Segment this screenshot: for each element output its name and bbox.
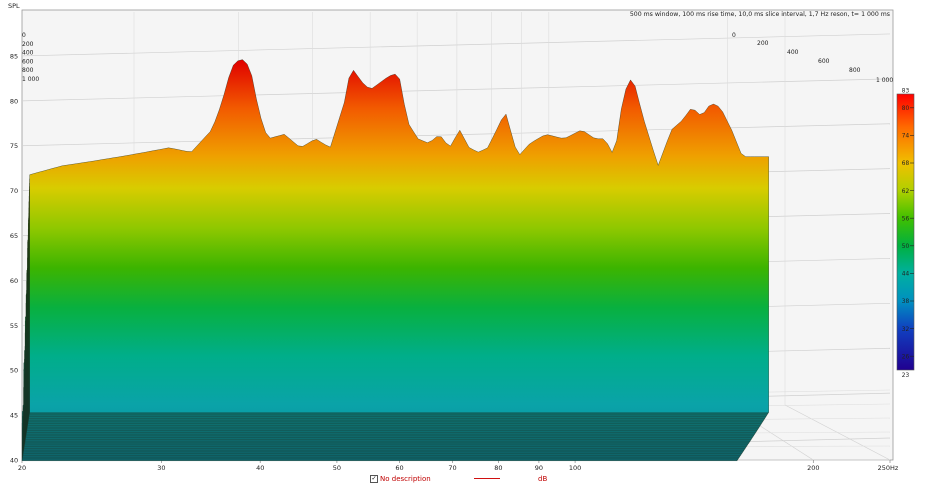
- colorbar-tick-label: 26: [902, 354, 910, 360]
- z-tick-label-right: 600: [818, 58, 830, 65]
- colorbar-tick-label: 62: [902, 189, 910, 195]
- z-tick-label-left: 600: [22, 58, 34, 65]
- legend-series-unit: dB: [538, 475, 548, 483]
- colorbar-tick-label: 50: [902, 244, 910, 250]
- legend-swatch: [474, 478, 500, 479]
- x-tick-label: 60: [395, 464, 403, 472]
- y-tick-label: 70: [10, 187, 18, 195]
- y-axis-label: SPL: [8, 2, 20, 10]
- x-tick-label: 50: [333, 464, 341, 472]
- legend-series-name: No description: [380, 475, 431, 483]
- x-tick-label: 40: [256, 464, 264, 472]
- y-tick-label: 65: [10, 232, 18, 240]
- z-tick-label-left: 1 000: [22, 76, 39, 83]
- x-tick-label: 100: [569, 464, 581, 472]
- y-tick-label: 60: [10, 277, 18, 285]
- y-tick-label: 85: [10, 52, 18, 60]
- z-tick-label-left: 0: [22, 32, 26, 39]
- y-tick-label: 80: [10, 97, 18, 105]
- z-tick-label-left: 800: [22, 67, 34, 74]
- y-grid-line: [21, 78, 891, 102]
- colorbar-tick-label: 80: [902, 106, 910, 112]
- z-tick-label-right: 1 000: [876, 77, 893, 84]
- legend-checkbox[interactable]: ✓: [370, 475, 378, 483]
- colorbar-tick-label: 32: [902, 327, 910, 333]
- waterfall-slice: [29, 59, 769, 413]
- x-tick-label: 90: [535, 464, 543, 472]
- x-tick-label: 80: [494, 464, 502, 472]
- z-tick-label-right: 400: [787, 49, 799, 56]
- y-tick-label: 45: [10, 412, 18, 420]
- x-tick-label: 70: [448, 464, 456, 472]
- colorbar-tick-label: 44: [902, 272, 910, 278]
- x-tick-label: 20: [18, 464, 26, 472]
- y-grid-line: [21, 123, 891, 147]
- colorbar-tick-label: 68: [902, 161, 910, 167]
- colorbar-tick-label: 74: [902, 134, 910, 140]
- x-tick-label: 250Hz: [878, 464, 899, 472]
- colorbar-gradient: [896, 93, 915, 371]
- colorbar: 26 32 38 44 50 56 62 68 74 80 83 23: [896, 89, 915, 379]
- legend: ✓ No description dB: [0, 470, 931, 486]
- y-tick-label: 75: [10, 142, 18, 150]
- x-tick-label: 200: [807, 464, 819, 472]
- z-tick-label-right: 0: [732, 32, 736, 39]
- z-tick-label-left: 200: [22, 41, 34, 48]
- z-tick-label-right: 200: [757, 40, 769, 47]
- colorbar-tick-label: 38: [902, 299, 910, 305]
- colorbar-min-label: 23: [902, 373, 910, 379]
- colorbar-max-label: 83: [902, 89, 910, 95]
- waterfall-surface: [21, 59, 769, 462]
- y-grid-line: [21, 33, 891, 57]
- colorbar-tick-label: 56: [902, 216, 910, 222]
- axis-labels: 40 45 50 55 60 65 70 75 80 85 20 30 40 50 60 70 80 90 100 2…: [10, 32, 899, 472]
- x-tick-label: 30: [157, 464, 165, 472]
- z-tick-label-right: 800: [849, 67, 861, 74]
- y-tick-label: 40: [10, 457, 18, 465]
- z-tick-label-left: 400: [22, 50, 34, 57]
- chart-title: 500 ms window, 100 ms rise time, 10,0 ms…: [630, 11, 890, 18]
- y-tick-label: 50: [10, 367, 18, 375]
- y-tick-label: 55: [10, 322, 18, 330]
